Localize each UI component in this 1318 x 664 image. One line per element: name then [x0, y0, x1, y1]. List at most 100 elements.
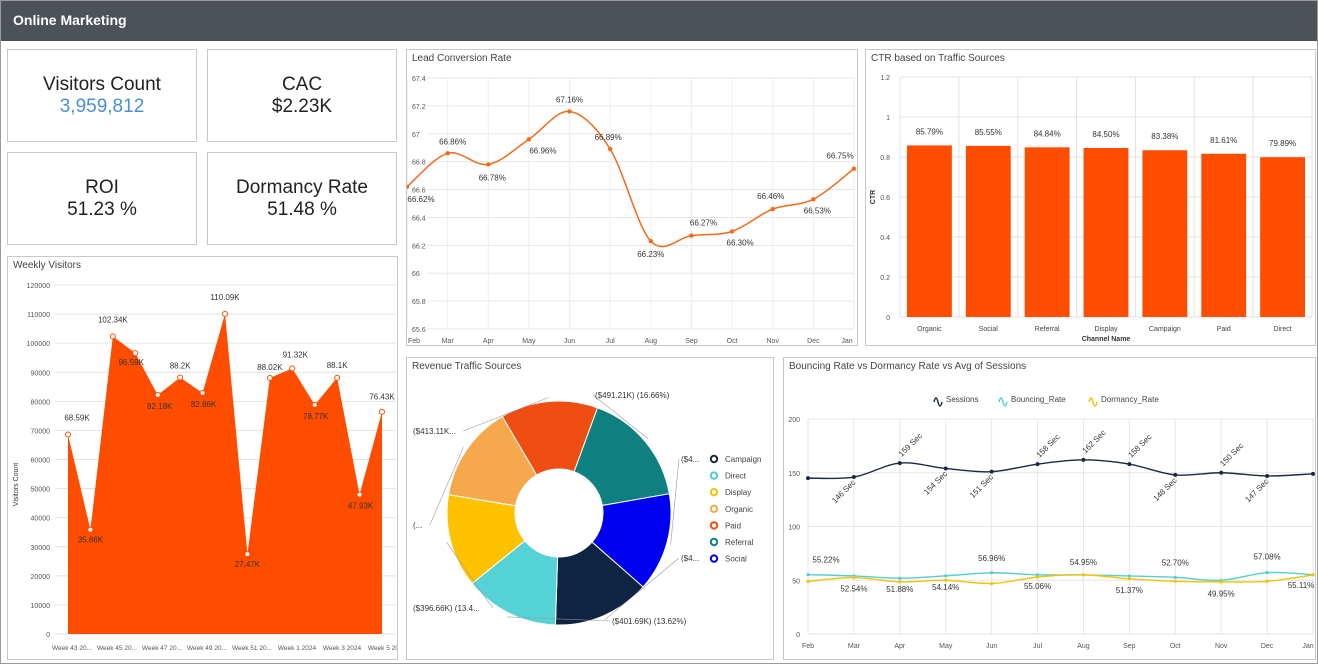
y-axis-title: CTR	[870, 190, 877, 204]
x-tick-label: Mar	[442, 338, 455, 345]
y-tick-label: 20000	[31, 574, 51, 581]
data-label: 158 Sec	[1035, 432, 1062, 459]
data-label: 81.61%	[1210, 136, 1237, 145]
panel-title: Weekly Visitors	[13, 260, 81, 271]
data-point	[990, 571, 994, 575]
y-tick-label: 100	[788, 525, 800, 532]
series-line	[807, 459, 1314, 480]
kpi-cac: CAC $2.23K	[207, 49, 397, 142]
y-tick-label: 110000	[27, 312, 50, 319]
data-point	[1127, 574, 1131, 578]
y-tick-label: 0.8	[880, 155, 890, 162]
legend-marker	[998, 397, 1008, 407]
leader-line	[463, 397, 549, 432]
x-tick-label: Week 45 20...	[97, 645, 137, 652]
x-tick-label: Aug	[645, 338, 658, 345]
x-tick-label: Jun	[986, 643, 997, 650]
panel-weekly-visitors: Weekly Visitors 0 10000 20000 30000 40000 500…	[7, 256, 398, 660]
data-point	[648, 238, 654, 244]
y-tick-label: 100000	[27, 341, 50, 348]
x-tick-label: Week 47 20...	[142, 645, 182, 652]
panel-title: Revenue Traffic Sources	[412, 361, 522, 372]
data-label: 51.88%	[886, 585, 913, 594]
data-point	[851, 475, 856, 480]
data-point	[1035, 575, 1040, 579]
y-tick-label: 67	[412, 132, 420, 139]
data-point	[729, 229, 735, 234]
data-point	[689, 233, 694, 238]
data-label: 66.86%	[439, 137, 466, 146]
bar	[1024, 147, 1070, 317]
data-point	[109, 333, 116, 340]
legend-label: Dormancy_Rate	[1101, 395, 1159, 404]
y-tick-label: 120000	[27, 283, 50, 290]
x-tick-label: Jul	[1033, 643, 1042, 650]
data-label: 57.08%	[1254, 553, 1281, 562]
data-label: 68.59K	[64, 414, 90, 423]
legend-label: Social	[725, 555, 747, 564]
app-title: Online Marketing	[13, 12, 127, 28]
y-tick-label: 0.6	[880, 195, 890, 202]
data-point	[526, 137, 532, 142]
data-label: 146 Sec	[830, 478, 857, 505]
data-point	[989, 469, 994, 474]
x-tick-label: Jun	[564, 338, 575, 345]
legend-marker	[709, 488, 719, 497]
kpi-value: 51.23 %	[67, 199, 137, 220]
data-point	[944, 578, 948, 582]
x-tick-label: Sep	[1123, 643, 1136, 650]
pie-slice	[447, 415, 538, 507]
leader-line	[670, 458, 680, 545]
data-label: 66.53%	[804, 206, 831, 215]
data-point	[266, 375, 273, 382]
data-label: 158 Sec	[1126, 432, 1153, 459]
data-point	[289, 365, 296, 372]
data-point	[407, 184, 410, 189]
data-label: 96.59K	[119, 358, 145, 367]
legend-label: Direct	[725, 472, 747, 481]
data-point	[897, 461, 902, 466]
data-label: 162 Sec	[1081, 428, 1108, 455]
y-tick-label: 40000	[31, 516, 51, 523]
data-label: 110.09K	[210, 293, 240, 302]
kpi-label: ROI	[85, 177, 119, 198]
pie-slice	[573, 407, 670, 507]
legend-label: Bouncing_Rate	[1011, 395, 1066, 404]
y-tick-label: 10000	[31, 603, 51, 610]
data-label: 66.46%	[757, 192, 784, 201]
data-point	[567, 109, 572, 114]
kpi-value: $2.23K	[271, 96, 333, 117]
data-point	[177, 374, 184, 381]
data-point	[334, 374, 341, 381]
leader-line	[446, 542, 494, 609]
data-label: 151 Sec	[968, 473, 995, 500]
x-tick-label: Feb	[408, 338, 420, 345]
series-line	[407, 110, 855, 248]
data-point	[1173, 579, 1177, 583]
y-tick-label: 67.2	[412, 104, 426, 111]
y-tick-label: 0	[796, 632, 800, 639]
series-line	[807, 574, 1314, 585]
x-tick-label: Dec	[807, 338, 820, 345]
data-label: 84.84%	[1034, 129, 1061, 138]
data-point	[1265, 473, 1270, 478]
data-point	[356, 491, 363, 498]
x-tick-label: Feb	[802, 643, 814, 650]
x-tick-label: Week 43 20...	[52, 645, 92, 652]
data-label: 49.95%	[1208, 589, 1235, 598]
panel-revenue-traffic: Revenue Traffic Sources ($491.21K) (16.6…	[406, 357, 774, 660]
x-tick-label: Apr	[483, 338, 495, 345]
data-point	[1035, 462, 1040, 467]
weekly-visitors-chart: 0 10000 20000 30000 40000 50000 60000 70000 8000…	[13, 283, 397, 652]
data-point	[806, 573, 810, 577]
data-point	[852, 575, 856, 580]
series-line	[807, 571, 1314, 582]
y-axis-title: Visitors Count	[13, 463, 20, 507]
data-point	[770, 206, 775, 212]
data-label: 66.75%	[826, 152, 853, 161]
y-tick-label: 66.6	[412, 188, 426, 195]
x-tick-label: Display	[1095, 326, 1118, 333]
x-tick-label: Aug	[1077, 643, 1090, 650]
data-label: 82.18K	[147, 402, 173, 411]
data-point	[311, 401, 318, 408]
